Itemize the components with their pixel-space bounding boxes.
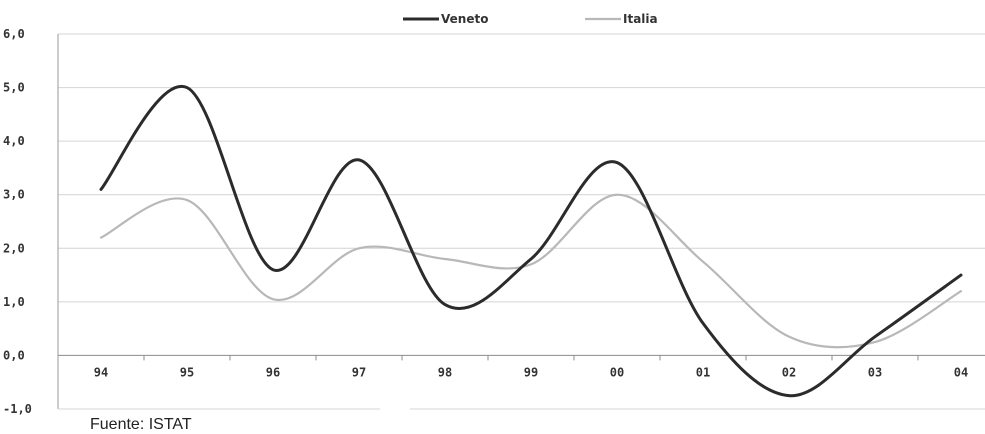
x-tick-label: 03 bbox=[868, 365, 882, 379]
legend: Veneto Italia bbox=[403, 12, 658, 26]
x-tick-label: 01 bbox=[696, 365, 710, 379]
x-tick-label: 98 bbox=[438, 365, 452, 379]
legend-label: Veneto bbox=[441, 12, 488, 26]
series-line-veneto bbox=[101, 86, 961, 395]
series-lines bbox=[101, 86, 961, 395]
axes bbox=[58, 34, 985, 409]
x-tick-label: 94 bbox=[94, 365, 108, 379]
x-axis-ticks: 94 95 96 97 98 99 00 01 02 03 04 bbox=[94, 355, 968, 379]
y-tick-label: 2,0 bbox=[3, 241, 25, 255]
x-tick-label: 97 bbox=[352, 365, 366, 379]
y-tick-label: 4,0 bbox=[3, 134, 25, 148]
y-tick-label: 3,0 bbox=[3, 188, 25, 202]
x-tick-label: 04 bbox=[954, 365, 968, 379]
x-tick-label: 95 bbox=[180, 365, 194, 379]
x-tick-label: 96 bbox=[266, 365, 280, 379]
y-tick-label: 6,0 bbox=[3, 27, 25, 41]
y-tick-label: 1,0 bbox=[3, 295, 25, 309]
y-tick-label: 5,0 bbox=[3, 81, 25, 95]
x-tick-label: 00 bbox=[610, 365, 624, 379]
x-tick-label: 99 bbox=[524, 365, 538, 379]
source-note: Fuente: ISTAT bbox=[90, 416, 192, 434]
y-tick-label: -1,0 bbox=[3, 402, 32, 416]
legend-label: Italia bbox=[623, 12, 658, 26]
y-tick-label: 0,0 bbox=[3, 348, 25, 362]
series-line-italia bbox=[101, 195, 961, 348]
gridlines bbox=[58, 34, 985, 302]
y-axis-ticks: 6,0 5,0 4,0 3,0 2,0 1,0 0,0 -1,0 bbox=[3, 27, 32, 416]
x-tick-label: 02 bbox=[782, 365, 796, 379]
